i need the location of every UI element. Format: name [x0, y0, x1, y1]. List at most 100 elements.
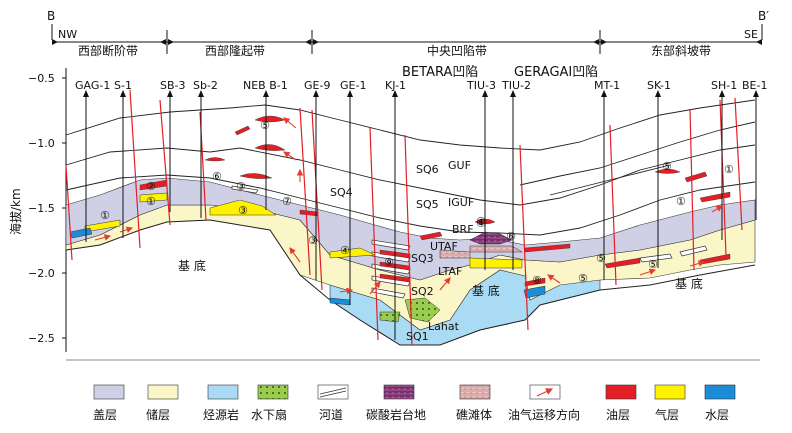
play-number: ③ [238, 204, 248, 217]
legend-label: 礁滩体 [456, 407, 492, 422]
play-number: ③ [308, 234, 318, 247]
legend-swatch-oil [605, 384, 637, 400]
legend-label: 水下扇 [251, 407, 287, 422]
unit-iguf: IGUF [448, 196, 474, 209]
unit-sq1: SQ1 [406, 330, 429, 343]
play-number: ① [676, 195, 686, 208]
well-label: SK-1 [647, 79, 671, 92]
play-number: ⑨ [384, 256, 394, 269]
legend-swatch-reef [459, 384, 491, 400]
zone-west-step: 西部断阶带 [78, 43, 138, 58]
well-label: S-1 [114, 79, 132, 92]
play-number: ⑤ [662, 160, 672, 173]
legend-label: 河道 [319, 408, 343, 422]
well-tops [83, 90, 759, 97]
direction-right: SE [744, 28, 758, 41]
legend-item-fan: 水下扇 [251, 384, 289, 422]
play-number: ④ [476, 217, 486, 230]
unit-ltaf: LTAF [438, 265, 462, 278]
well-label: TIU-3 [466, 79, 496, 92]
play-number: ⑦ [282, 195, 292, 208]
legend: 盖层 储层 烃源岩 水下扇 河道 碳酸岩台地 礁滩体 [66, 359, 760, 422]
legend-item-carbonate: 碳酸岩台地 [366, 384, 426, 422]
legend-swatch-cap [93, 384, 125, 400]
well-label: SB-3 [160, 79, 186, 92]
unit-brf: BRF [452, 223, 474, 236]
y-axis-label: 海拔/km [8, 188, 23, 235]
unit-sq4: SQ4 [330, 186, 353, 199]
legend-swatch-gas [654, 384, 686, 400]
legend-label: 油气运移方向 [508, 407, 580, 422]
y-tick-label: −2.5 [28, 332, 55, 345]
play-number: ⑥ [212, 170, 222, 183]
y-tick-label: −0.5 [28, 72, 55, 85]
legend-swatch-carbonate [383, 384, 415, 400]
unit-lahat: Lahat [428, 320, 460, 333]
unit-sq2: SQ2 [411, 285, 434, 298]
y-axis: −0.5 −1.0 −1.5 −2.0 −2.5 海拔/km [8, 68, 67, 352]
legend-swatch-reservoir [147, 384, 179, 400]
play-number: ⑤ [260, 119, 270, 132]
legend-swatch-fan [257, 384, 289, 400]
legend-label: 储层 [146, 407, 170, 422]
play-number: ② [146, 180, 156, 193]
legend-item-cap: 盖层 [93, 384, 125, 422]
section-end-left: B [47, 9, 55, 23]
unit-guf: GUF [448, 159, 471, 172]
direction-left: NW [58, 28, 77, 41]
legend-swatch-channel [317, 384, 349, 400]
legend-swatch-source [207, 384, 239, 400]
basement-label: 基 底 [178, 258, 206, 273]
legend-item-gas: 气层 [654, 384, 686, 422]
play-number: ⑤ [578, 272, 588, 285]
well-label: TIU-2 [501, 79, 531, 92]
well-label: GE-9 [304, 79, 330, 92]
well-lines [85, 95, 757, 340]
y-tick-label: −1.0 [28, 137, 55, 150]
unit-sq6: SQ6 [416, 163, 439, 176]
zone-east-slope: 东部斜坡带 [651, 43, 711, 58]
legend-item-oil: 油层 [605, 384, 637, 422]
well-label: SH-1 [711, 79, 737, 92]
play-number: ⑧ [532, 274, 542, 287]
legend-item-reef: 礁滩体 [456, 384, 492, 422]
section-end-right: B′ [758, 9, 769, 23]
legend-swatch-water [704, 384, 736, 400]
legend-label: 碳酸岩台地 [366, 407, 426, 422]
well-label: NEB B-1 [243, 79, 288, 92]
well-label: GE-1 [340, 79, 366, 92]
play-numbers: ① ① ② ③ ⑤ ⑥ ⑦ ③ ④ ④ ⑤ ⑥ ⑤ ⑤ ① ⑤ ① ③ ④ ⑨ … [100, 119, 734, 287]
well-label: GAG-1 [75, 79, 110, 92]
unit-labels: SQ6 GUF SQ5 IGUF SQ4 BRF UTAF SQ3 LTAF S… [178, 159, 703, 343]
play-number: ① [100, 209, 110, 222]
basement-label: 基 底 [472, 283, 500, 298]
basement-label: 基 底 [675, 276, 703, 291]
y-tick-label: −1.5 [28, 202, 55, 215]
y-tick-label: −2.0 [28, 267, 55, 280]
legend-item-migration: 油气运移方向 [508, 384, 580, 422]
unit-utaf: UTAF [430, 240, 458, 253]
legend-label: 气层 [655, 407, 679, 422]
unit-sq5: SQ5 [416, 198, 439, 211]
section-header: B B′ NW SE 西部断阶带 西部隆起带 中央凹陷带 东部斜坡带 [47, 9, 769, 58]
subbasin-geragai: GERAGAI凹陷 [514, 65, 598, 80]
play-number: ⑤ [596, 252, 606, 265]
migration-arrows [94, 117, 723, 295]
play-number: ① [724, 163, 734, 176]
subbasin-betara: BETARA凹陷 [402, 65, 478, 80]
well-label: BE-1 [742, 79, 767, 92]
play-number: ④ [340, 244, 350, 257]
well-labels: GAG-1 S-1 SB-3 Sb-2 NEB B-1 GE-9 GE-1 KJ… [75, 79, 767, 92]
play-number: ④ [476, 215, 486, 228]
play-number: ⑤ [648, 258, 658, 271]
faults [65, 89, 743, 346]
play-number: ③ [236, 180, 246, 193]
zone-central-depression: 中央凹陷带 [427, 43, 487, 58]
play-number: ⑥ [506, 230, 516, 243]
well-label: Sb-2 [193, 79, 218, 92]
play-number: ① [146, 195, 156, 208]
legend-item-channel: 河道 [317, 384, 349, 422]
well-label: KJ-1 [385, 79, 406, 92]
unit-sq3: SQ3 [411, 252, 434, 265]
